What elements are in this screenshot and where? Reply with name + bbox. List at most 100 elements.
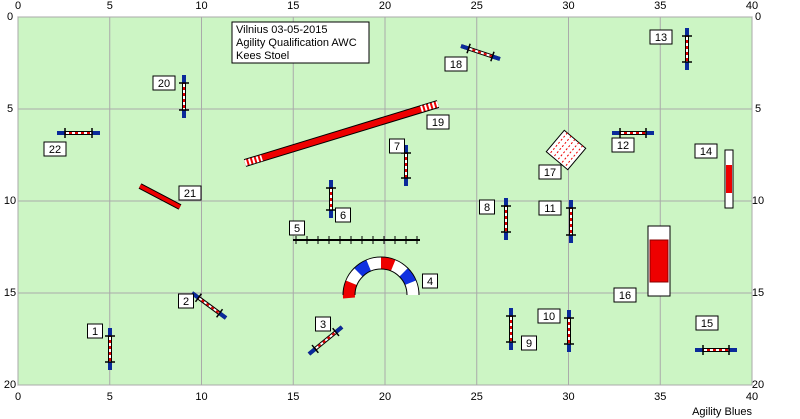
y-tick-label: 10: [752, 195, 764, 207]
obstacle-label-box: [444, 56, 468, 72]
plank: [244, 101, 439, 166]
x-tick-label: 5: [107, 391, 113, 403]
obstacle-label-box: [178, 293, 194, 309]
obstacle-label: 1: [92, 326, 98, 338]
x-tick-label: 25: [471, 391, 483, 403]
jump-wing: [491, 54, 501, 61]
weave-pole: [556, 138, 576, 162]
weave-pole: [564, 145, 584, 168]
obstacle-label: 4: [427, 276, 433, 288]
jump-post: [332, 327, 340, 337]
obstacle-label: 12: [617, 140, 629, 152]
tunnel-segment: [342, 280, 358, 299]
x-tick-label: 20: [379, 391, 391, 403]
tunnel-segment: [380, 257, 396, 272]
obstacle-label: 11: [544, 203, 555, 215]
contact: [420, 101, 439, 112]
obstacle-label: 10: [543, 311, 555, 323]
x-tick-label: 0: [15, 0, 21, 12]
weave: [545, 129, 587, 171]
obstacle-label-box: [538, 200, 562, 216]
x-tick-label: 15: [287, 0, 299, 12]
obstacle-label-box: [335, 207, 351, 223]
info-box: [231, 21, 370, 64]
jump-post: [311, 344, 319, 354]
info-line: Vilnius 03-05-2015: [236, 24, 328, 36]
obstacle-label-box: [537, 308, 561, 324]
obstacle-label: 8: [484, 202, 490, 214]
x-tick-label: 35: [654, 391, 666, 403]
y-tick-label: 15: [4, 287, 16, 299]
wall: [726, 165, 732, 193]
jump-wing: [460, 44, 470, 51]
x-tick-label: 20: [379, 0, 391, 12]
obstacle-label-box: [389, 138, 405, 154]
obstacle-label-box: [152, 75, 176, 91]
tunnel-segment: [345, 268, 363, 286]
y-tick-label: 0: [7, 11, 13, 23]
contact: [244, 155, 263, 166]
y-tick-label: 20: [752, 379, 764, 391]
x-tick-label: 10: [195, 391, 207, 403]
obstacle-label-box: [611, 137, 635, 153]
x-tick-label: 5: [107, 0, 113, 12]
obstacle-label-box: [422, 273, 438, 289]
obstacle-label-box: [649, 29, 673, 45]
tunnel-segment: [399, 268, 417, 286]
y-tick-label: 5: [7, 103, 13, 115]
obstacle-label: 7: [394, 141, 400, 153]
tunnel-segment: [404, 280, 419, 296]
y-tick-label: 10: [4, 195, 16, 207]
obstacle-label: 19: [432, 117, 444, 129]
obstacle-label-box: [694, 143, 718, 159]
tire: [649, 239, 669, 283]
plank: [139, 184, 181, 209]
obstacle-label: 13: [655, 32, 667, 44]
obstacle-label: 2: [183, 296, 189, 308]
y-tick-label: 5: [755, 103, 761, 115]
y-tick-label: 20: [4, 379, 16, 391]
x-tick-label: 10: [195, 0, 207, 12]
x-tick-label: 15: [287, 391, 299, 403]
tunnel-outline: [342, 256, 420, 296]
x-tick-label: 25: [471, 0, 483, 12]
obstacle-label: 9: [526, 338, 532, 350]
obstacle-label: 21: [184, 188, 196, 200]
x-tick-label: 40: [746, 0, 758, 12]
jump-post: [194, 293, 203, 303]
obstacle-label: 17: [544, 167, 556, 179]
y-tick-label: 15: [752, 287, 764, 299]
x-tick-label: 30: [562, 0, 574, 12]
obstacle-label-box: [315, 316, 331, 332]
info-line: Kees Stoel: [236, 50, 289, 62]
obstacle-label-box: [289, 220, 305, 236]
x-tick-label: 30: [562, 391, 574, 403]
weave-pole: [552, 135, 572, 158]
obstacle-label: 20: [158, 78, 170, 90]
obstacle-label: 6: [340, 210, 346, 222]
obstacle-label: 22: [49, 144, 61, 156]
jump-post: [490, 51, 495, 62]
x-tick-label: 0: [15, 391, 21, 403]
info-line: Agility Qualification AWC: [236, 37, 357, 49]
x-tick-label: 35: [654, 0, 666, 12]
obstacle-label-box: [613, 287, 637, 303]
x-tick-label: 40: [746, 391, 758, 403]
obstacle-label-box: [87, 323, 103, 339]
footer: Agility Blues: [692, 406, 752, 418]
jump-wing: [218, 311, 228, 320]
y-tick-label: 0: [755, 11, 761, 23]
obstacle-label-box: [426, 114, 450, 130]
obstacle-label: 14: [700, 146, 712, 158]
jump-post: [215, 308, 224, 318]
jump-wing: [334, 325, 344, 334]
obstacle-label-box: [521, 335, 537, 351]
jump-wing: [307, 347, 317, 356]
obstacle-label-box: [178, 185, 202, 201]
obstacle-label-box: [538, 164, 562, 180]
obstacle-label: 16: [619, 290, 631, 302]
obstacle-label: 18: [450, 59, 462, 71]
obstacle-label: 5: [294, 223, 300, 235]
tunnel-segment: [390, 259, 408, 277]
